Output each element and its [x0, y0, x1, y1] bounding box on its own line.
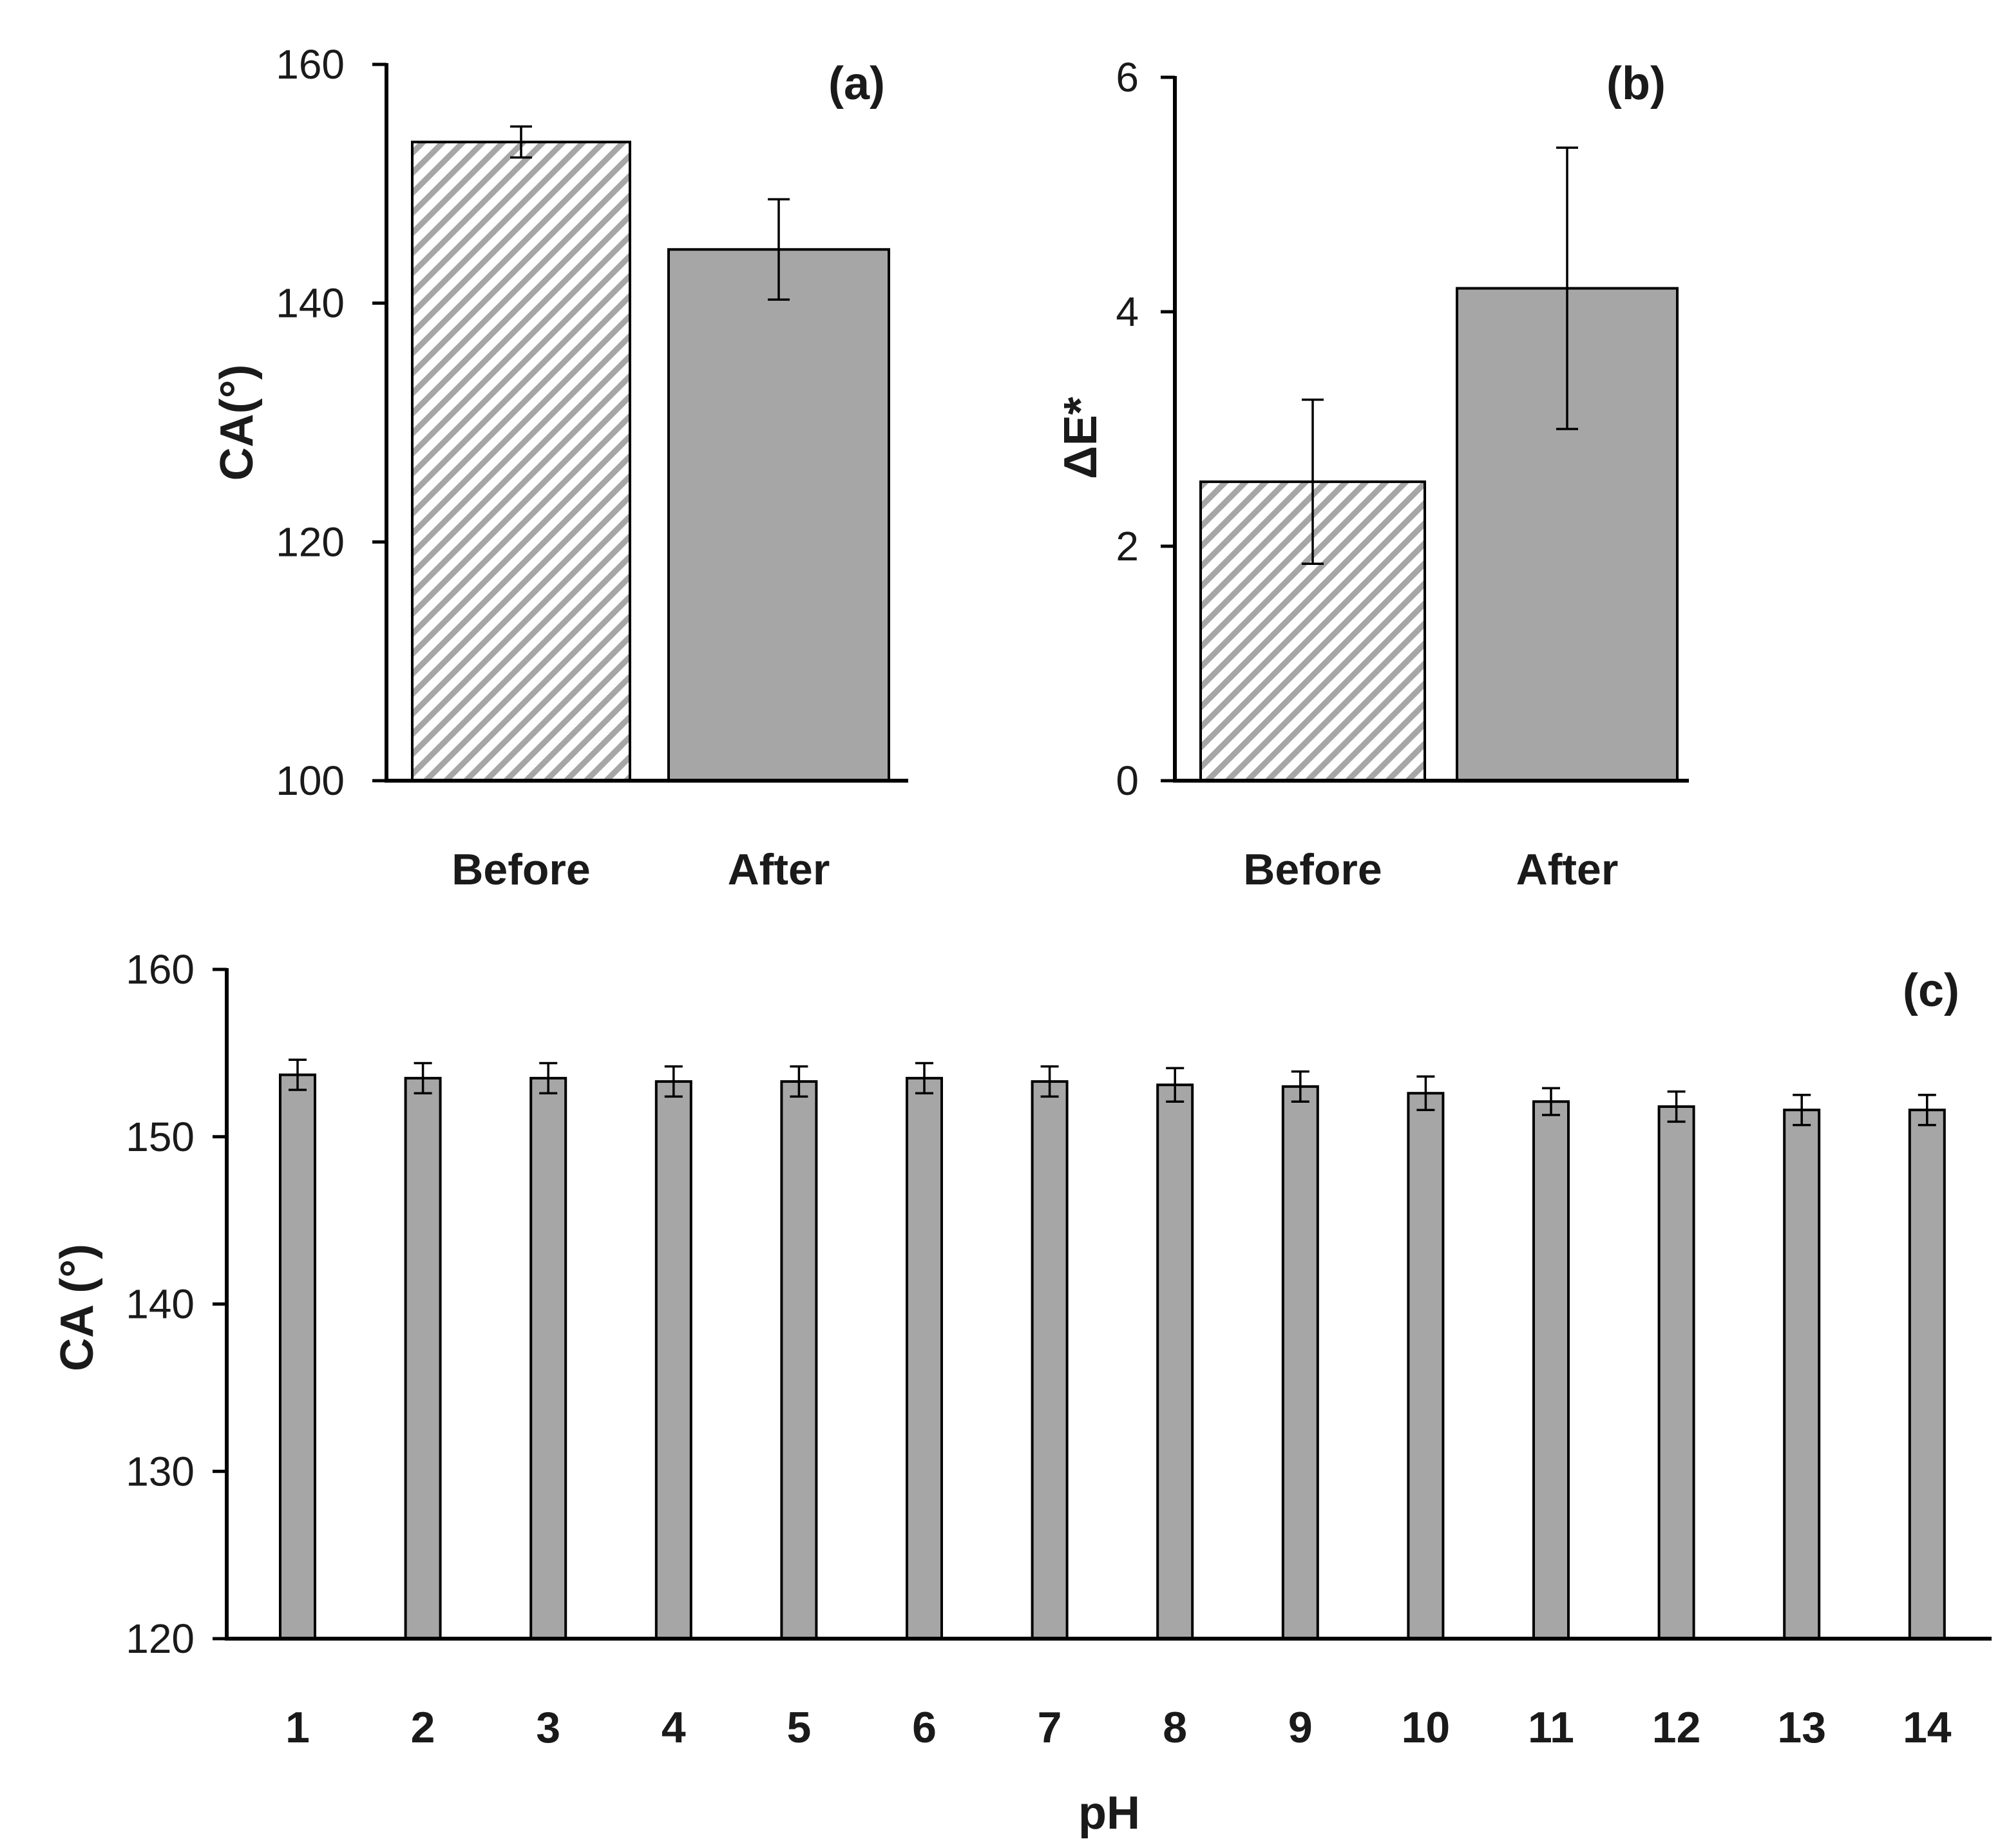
- y-tick-label: 140: [126, 1281, 195, 1328]
- bar: [654, 1080, 692, 1640]
- panel-label: (c): [1903, 965, 1959, 1016]
- bar: [780, 1080, 818, 1640]
- y-tick-label: 0: [1116, 757, 1139, 804]
- bar: [404, 1076, 442, 1640]
- bar: [411, 140, 631, 782]
- x-category-label: 1: [285, 1703, 310, 1752]
- x-category-label: 11: [1528, 1703, 1574, 1752]
- panel-label: (b): [1606, 58, 1666, 110]
- y-tick-label: 160: [126, 946, 195, 993]
- y-tick-label: 150: [126, 1114, 195, 1160]
- bar: [1657, 1105, 1695, 1640]
- panel-label: (a): [828, 58, 885, 110]
- y-tick-label: 100: [276, 757, 345, 804]
- y-tick-label: 140: [276, 280, 345, 327]
- x-category-label: 5: [786, 1703, 811, 1752]
- y-tick-label: 4: [1116, 289, 1139, 335]
- bar: [1407, 1092, 1445, 1640]
- bar: [1031, 1080, 1069, 1640]
- bar: [1156, 1083, 1194, 1641]
- x-category-label: 9: [1288, 1703, 1313, 1752]
- x-category-label: 6: [912, 1703, 937, 1752]
- y-tick-label: 160: [276, 41, 345, 88]
- x-category-label: 14: [1903, 1703, 1952, 1752]
- x-category-label: After: [728, 845, 830, 894]
- x-category-label: 2: [411, 1703, 435, 1752]
- bar: [1908, 1109, 1946, 1640]
- bar: [1281, 1085, 1319, 1640]
- bar: [1532, 1100, 1570, 1640]
- x-category-label: 13: [1777, 1703, 1826, 1752]
- x-axis-title: pH: [1078, 1787, 1140, 1839]
- x-category-label: 3: [536, 1703, 560, 1752]
- y-axis-title: CA (°): [52, 1244, 103, 1371]
- y-axis-title: ΔE*: [1055, 397, 1107, 479]
- bar: [529, 1076, 567, 1640]
- x-category-label: 4: [662, 1703, 686, 1752]
- bar: [1783, 1109, 1821, 1640]
- y-tick-label: 130: [126, 1448, 195, 1494]
- y-tick-label: 120: [276, 519, 345, 565]
- bar: [906, 1076, 943, 1640]
- x-category-label: 10: [1402, 1703, 1451, 1752]
- chart-panel-a: 100 120 140 160 Before After CA(°) (a): [211, 41, 908, 894]
- chart-panel-b: 0 2 4 6 Before After ΔE* (b): [1055, 54, 1689, 894]
- y-axis-title: CA(°): [211, 365, 263, 481]
- bar: [279, 1073, 316, 1640]
- x-category-label: Before: [1243, 845, 1382, 894]
- x-category-label: 12: [1652, 1703, 1701, 1752]
- y-tick-label: 6: [1116, 54, 1139, 100]
- y-tick-label: 120: [126, 1615, 195, 1662]
- y-tick-label: 2: [1116, 523, 1139, 569]
- x-category-label: After: [1516, 845, 1619, 894]
- x-category-label: 7: [1038, 1703, 1062, 1752]
- x-category-label: 8: [1163, 1703, 1187, 1752]
- x-category-label: Before: [452, 845, 590, 894]
- bar: [667, 248, 890, 782]
